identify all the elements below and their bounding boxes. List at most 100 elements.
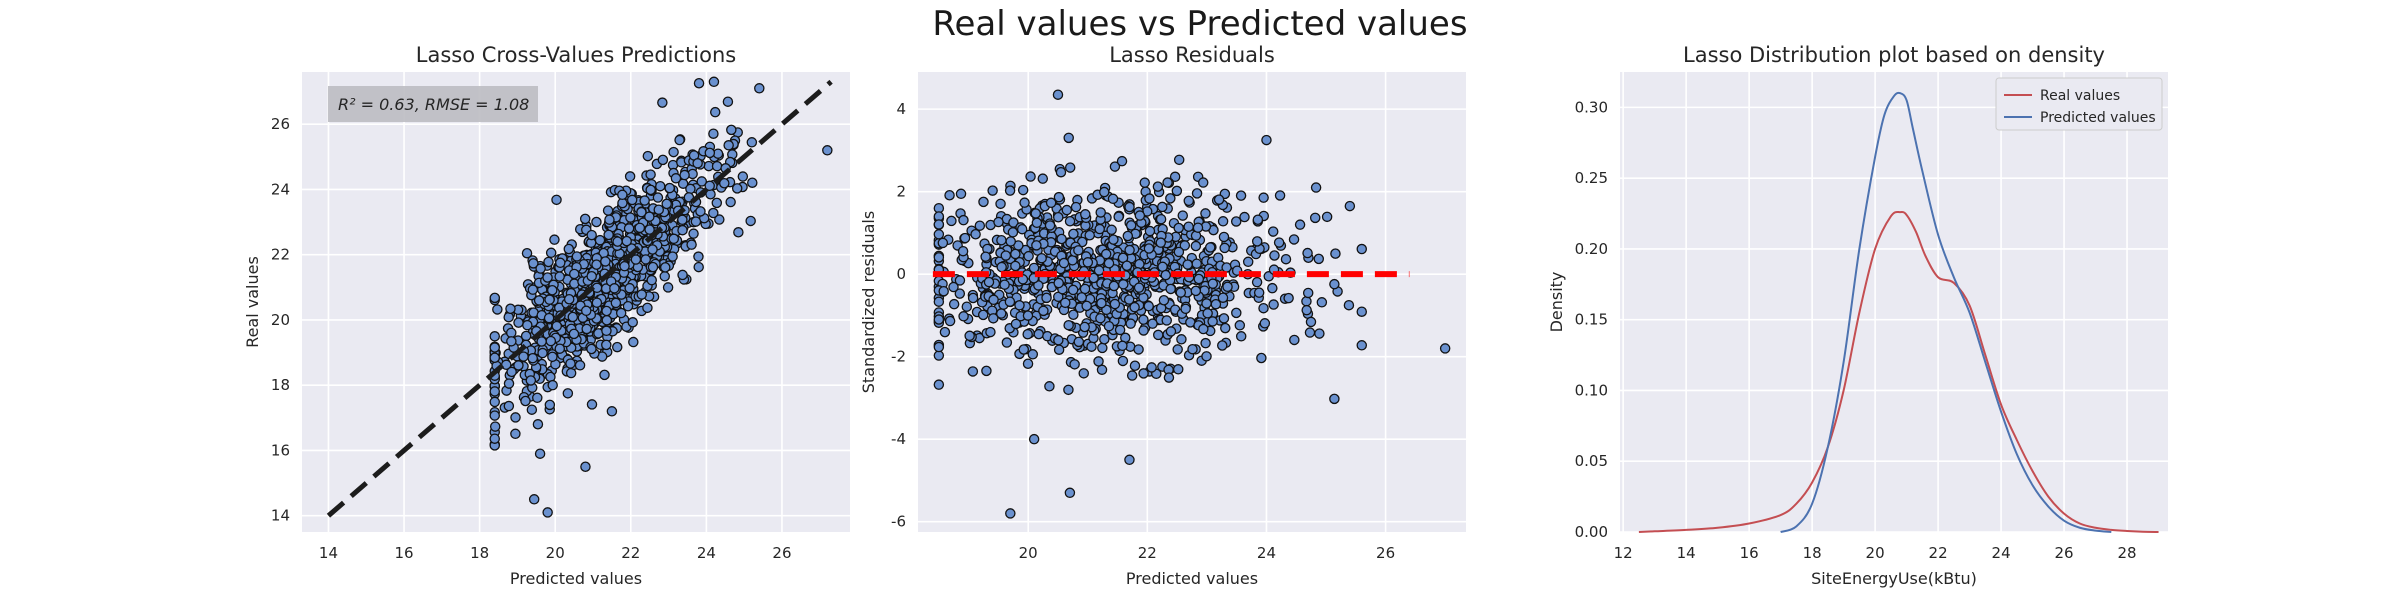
- data-point: [1343, 299, 1355, 311]
- data-point: [933, 341, 945, 353]
- data-point: [546, 285, 558, 296]
- data-point: [489, 342, 500, 353]
- data-point: [626, 194, 638, 206]
- y-tick-label: 0.30: [1575, 98, 1608, 116]
- data-point: [1207, 316, 1218, 327]
- data-point: [1274, 190, 1286, 201]
- data-point: [944, 315, 956, 327]
- data-point: [1086, 341, 1097, 352]
- x-tick-label: 28: [2118, 544, 2137, 562]
- data-point: [1310, 182, 1322, 193]
- plot-area-2: [1620, 72, 2168, 532]
- data-point: [1121, 260, 1133, 271]
- x-tick-label: 18: [1803, 544, 1822, 562]
- data-point: [579, 213, 591, 225]
- data-point: [543, 312, 555, 324]
- data-point: [1067, 255, 1078, 266]
- data-point: [711, 197, 723, 209]
- data-point: [999, 279, 1010, 290]
- data-point: [1152, 181, 1164, 192]
- data-point: [1200, 337, 1211, 349]
- data-point: [1146, 362, 1157, 373]
- data-point: [1256, 352, 1267, 364]
- data-point: [506, 336, 517, 347]
- data-point: [1000, 250, 1012, 261]
- density-curve-predicted: [1780, 91, 2112, 533]
- data-point: [594, 234, 606, 246]
- data-point: [640, 254, 651, 265]
- data-point: [532, 392, 543, 404]
- data-point: [988, 313, 999, 324]
- data-point: [647, 261, 659, 273]
- x-tick-label: 24: [1257, 544, 1276, 562]
- data-point: [1099, 334, 1110, 345]
- data-point: [737, 171, 749, 182]
- data-point: [1133, 344, 1144, 355]
- data-point: [1014, 300, 1025, 311]
- data-point: [733, 227, 744, 238]
- data-point: [1144, 193, 1155, 204]
- data-point: [1122, 230, 1134, 242]
- data-point: [995, 198, 1006, 210]
- data-point: [677, 224, 688, 236]
- data-point: [505, 303, 516, 314]
- data-point: [933, 314, 945, 325]
- data-point: [522, 319, 533, 331]
- data-point: [1165, 193, 1176, 204]
- data-point: [1273, 237, 1285, 248]
- data-point: [527, 284, 539, 295]
- data-point: [955, 188, 967, 200]
- data-point: [571, 251, 583, 262]
- data-point: [528, 258, 539, 269]
- data-point: [1177, 210, 1189, 221]
- data-point: [1114, 324, 1126, 336]
- data-point: [1267, 282, 1278, 294]
- x-tick-label: 26: [2055, 544, 2074, 562]
- data-point: [980, 251, 991, 262]
- data-point: [586, 229, 597, 241]
- data-point: [1094, 223, 1105, 235]
- data-point: [1179, 240, 1191, 251]
- data-point: [489, 433, 500, 444]
- data-point: [563, 293, 575, 305]
- data-point: [996, 234, 1007, 246]
- data-point: [1016, 223, 1028, 235]
- data-point: [1172, 344, 1183, 355]
- data-point: [1022, 358, 1034, 369]
- data-point: [1201, 351, 1212, 362]
- y-tick-label: 0: [896, 265, 906, 283]
- data-point: [1093, 356, 1104, 367]
- data-point: [601, 325, 612, 337]
- data-point: [1108, 280, 1120, 292]
- data-point: [1061, 204, 1073, 216]
- data-point: [543, 256, 554, 268]
- data-point: [1010, 318, 1022, 330]
- data-point: [1117, 355, 1129, 367]
- data-point: [544, 399, 556, 411]
- data-point: [537, 347, 548, 359]
- data-point: [621, 235, 632, 247]
- x-axis-label: Predicted values: [510, 569, 642, 588]
- data-point: [1036, 252, 1047, 264]
- y-tick-label: 26: [271, 115, 290, 133]
- data-point: [1190, 240, 1202, 252]
- data-point: [995, 308, 1007, 319]
- data-point: [719, 177, 730, 189]
- data-point: [567, 311, 579, 323]
- data-point: [1294, 219, 1306, 230]
- y-axis-label: Standardized residuals: [859, 211, 878, 393]
- data-point: [1030, 208, 1042, 219]
- data-point: [554, 343, 566, 354]
- data-point: [933, 229, 945, 240]
- data-point: [668, 233, 680, 245]
- y-tick-label: 4: [896, 100, 906, 118]
- data-point: [1280, 253, 1292, 265]
- data-point: [1068, 228, 1079, 240]
- data-point: [625, 212, 636, 223]
- data-point: [628, 336, 639, 348]
- data-point: [1143, 300, 1154, 312]
- data-point: [1329, 278, 1340, 290]
- data-point: [1182, 259, 1193, 270]
- data-point: [1069, 359, 1080, 370]
- data-point: [1176, 334, 1187, 345]
